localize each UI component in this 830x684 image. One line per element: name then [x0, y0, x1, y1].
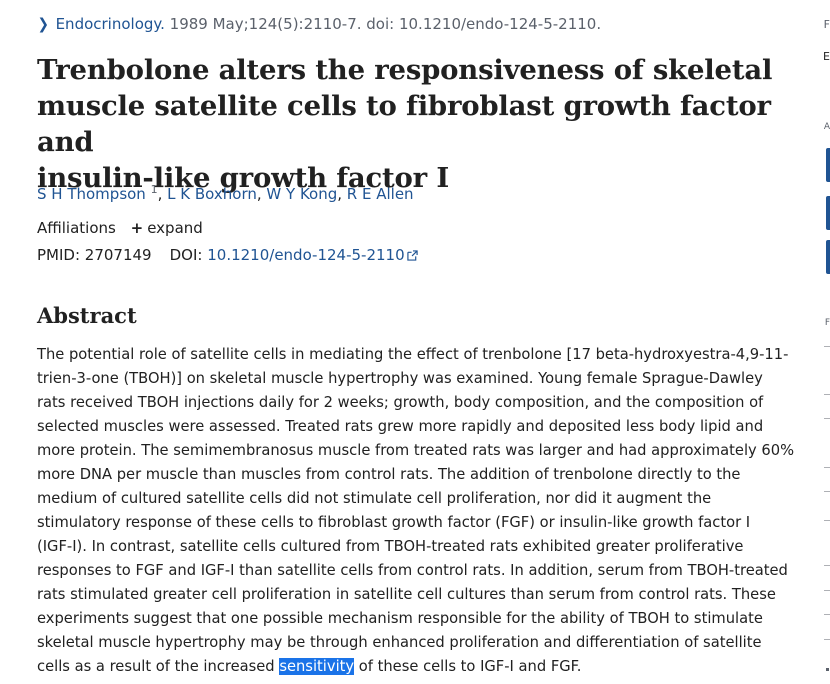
authors-list: S H Thompson 1, L K Boxhorn, W Y Kong, R…: [37, 183, 414, 203]
abstract-line: selected muscles were assessed. Treated …: [37, 418, 764, 435]
citation-details: 1989 May;124(5):2110-7. doi: 10.1210/end…: [164, 15, 602, 33]
author-link[interactable]: W Y Kong: [266, 185, 338, 203]
plus-icon: +: [130, 219, 144, 237]
abstract-line: rats received TBOH injections daily for …: [37, 394, 764, 411]
selected-text-highlight[interactable]: sensitivity: [279, 658, 355, 675]
rail-letter: F: [824, 318, 830, 328]
journal-link[interactable]: Endocrinology.: [55, 15, 165, 33]
title-line: insulin-like growth factor I: [37, 162, 450, 194]
abstract-line: more DNA per muscle than muscles from co…: [37, 466, 741, 483]
abstract-line: The potential role of satellite cells in…: [37, 346, 789, 363]
rail-letter: F: [823, 18, 830, 31]
abstract-line: medium of cultured satellite cells did n…: [37, 490, 712, 507]
identifiers-row: PMID: 2707149 DOI: 10.1210/endo-124-5-211…: [37, 246, 418, 264]
abstract-line: trien-3-one (TBOH)] on skeletal muscle h…: [37, 370, 763, 387]
abstract-line: more protein. The semimembranosus muscle…: [37, 442, 795, 459]
doi-link[interactable]: 10.1210/endo-124-5-2110: [207, 246, 418, 264]
title-line: muscle satellite cells to fibroblast gro…: [37, 90, 771, 158]
abstract-line: (IGF-I). In contrast, satellite cells cu…: [37, 538, 744, 555]
sidebar-action-button[interactable]: [826, 196, 830, 230]
affiliations-label: Affiliations: [37, 219, 116, 237]
rail-letter: E: [823, 50, 830, 63]
citation: ❯ Endocrinology. 1989 May;124(5):2110-7. …: [37, 15, 601, 33]
right-sidebar-edge: F E A F: [823, 0, 830, 684]
sidebar-action-button[interactable]: [826, 240, 830, 274]
abstract-line: stimulatory response of these cells to f…: [37, 514, 751, 531]
abstract-line: skeletal muscle hypertrophy may be throu…: [37, 634, 762, 651]
abstract-last-line: cells as a result of the increased sensi…: [37, 658, 582, 675]
abstract-body: The potential role of satellite cells in…: [37, 343, 795, 679]
doi-label: DOI:: [169, 246, 203, 264]
chevron-right-icon[interactable]: ❯: [37, 15, 49, 33]
author-link[interactable]: R E Allen: [346, 185, 414, 203]
abstract-line: experiments suggest that one possible me…: [37, 610, 763, 627]
pmid-label: PMID:: [37, 246, 81, 264]
title-line: Trenbolone alters the responsiveness of …: [37, 54, 773, 86]
author-link[interactable]: S H Thompson: [37, 185, 146, 203]
affiliations-row: Affiliations + expand: [37, 219, 203, 237]
article-title: Trenbolone alters the responsiveness of …: [37, 52, 777, 196]
affiliation-marker[interactable]: 1: [150, 183, 158, 196]
expand-label: expand: [147, 219, 203, 237]
abstract-line: rats stimulated greater cell proliferati…: [37, 586, 776, 603]
external-link-icon: [406, 250, 418, 261]
pmid-value: 2707149: [84, 246, 152, 264]
abstract-line: responses to FGF and IGF-I than satellit…: [37, 562, 788, 579]
sidebar-action-button[interactable]: [826, 148, 830, 182]
abstract-heading: Abstract: [37, 303, 137, 328]
affiliations-expand-toggle[interactable]: + expand: [121, 219, 203, 237]
author-link[interactable]: L K Boxhorn: [167, 185, 257, 203]
rail-letter: A: [823, 122, 830, 132]
